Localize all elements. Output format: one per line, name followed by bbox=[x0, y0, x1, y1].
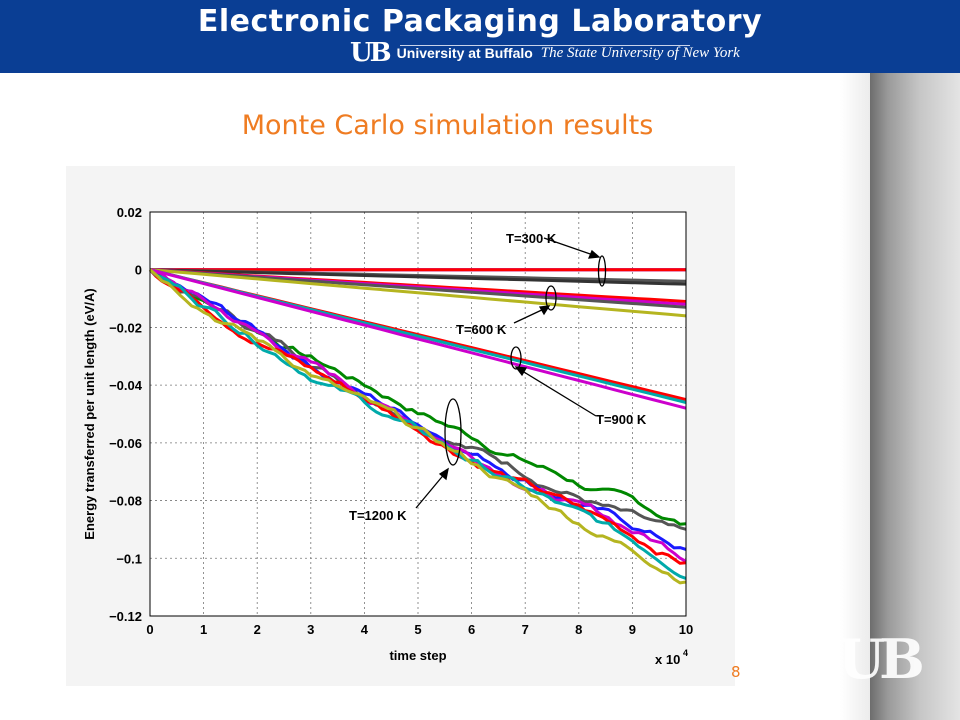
annotations bbox=[415, 237, 607, 509]
y-tick-label: −0.08 bbox=[109, 494, 142, 509]
arrow-600k bbox=[513, 307, 547, 324]
university-line: UB University at Buffalo The State Unive… bbox=[350, 40, 740, 66]
x-exponent-label: 4 bbox=[683, 648, 688, 658]
arrowhead-600k bbox=[538, 305, 551, 316]
header-rule bbox=[400, 45, 690, 46]
series-line bbox=[149, 268, 687, 286]
series-line bbox=[149, 268, 687, 585]
slide-title: Monte Carlo simulation results bbox=[241, 110, 654, 141]
right-decorative-band bbox=[870, 73, 960, 720]
ub-mark-logo: UB bbox=[350, 38, 392, 68]
series-line bbox=[148, 268, 687, 565]
arrow-900k bbox=[518, 368, 597, 417]
y-tick-label: −0.1 bbox=[116, 551, 142, 566]
x-tick-label: 5 bbox=[414, 622, 421, 637]
y-tick-label: 0 bbox=[135, 263, 142, 278]
x-tick-label: 10 bbox=[679, 622, 693, 637]
arrowhead-900k bbox=[514, 366, 528, 377]
x-tick-label: 2 bbox=[254, 622, 261, 637]
university-name: University at Buffalo bbox=[396, 45, 533, 61]
series-line bbox=[149, 268, 687, 410]
y-tick-label: −0.12 bbox=[109, 609, 142, 624]
x-tick-label: 4 bbox=[361, 622, 369, 637]
y-tick-label: −0.04 bbox=[109, 378, 143, 393]
x-multiplier-label: x 10 bbox=[655, 652, 680, 667]
annotation-600k: T=600 K bbox=[456, 322, 507, 337]
arrow-300k bbox=[543, 237, 597, 257]
x-tick-label: 3 bbox=[307, 622, 314, 637]
annotation-300k: T=300 K bbox=[506, 231, 557, 246]
ub-logo: UB bbox=[838, 627, 925, 691]
ellipse-300k bbox=[597, 255, 607, 287]
background-shading bbox=[840, 73, 870, 720]
energy-chart: 0 1 2 3 4 5 6 7 8 9 10 0.02 0 −0.02 −0.04 −0.06 −0.08 −0.… bbox=[82, 205, 693, 667]
series-line bbox=[149, 268, 687, 318]
arrow-1200k bbox=[415, 471, 447, 509]
ellipse-1200k bbox=[444, 398, 462, 466]
annotation-1200k: T=1200 K bbox=[349, 508, 407, 523]
annotation-900k: T=900 K bbox=[596, 412, 647, 427]
plot-frame bbox=[149, 211, 687, 617]
page-number: 8 bbox=[731, 663, 741, 681]
y-tick-label: 0.02 bbox=[117, 205, 142, 220]
series-group bbox=[148, 268, 687, 585]
arrowhead-300k bbox=[587, 249, 601, 259]
y-tick-label: −0.02 bbox=[109, 320, 142, 335]
x-tick-label: 0 bbox=[146, 622, 153, 637]
x-tick-label: 6 bbox=[468, 622, 475, 637]
x-tick-label: 8 bbox=[575, 622, 582, 637]
tick-labels: 0 1 2 3 4 5 6 7 8 9 10 0.02 0 −0.02 −0.04 −0.06 −0.08 −0.… bbox=[109, 205, 693, 637]
x-tick-label: 9 bbox=[629, 622, 636, 637]
y-axis-label: Energy transferred per unit length (eV/A… bbox=[82, 288, 97, 539]
lab-name: Electronic Packaging Laboratory bbox=[197, 4, 763, 39]
y-tick-label: −0.06 bbox=[109, 436, 142, 451]
x-axis-label: time step bbox=[389, 648, 446, 663]
ellipse-900k bbox=[510, 346, 522, 370]
chart-container: 0 1 2 3 4 5 6 7 8 9 10 0.02 0 −0.02 −0.04 −0.06 −0.08 −0.… bbox=[66, 166, 735, 686]
x-tick-label: 7 bbox=[522, 622, 529, 637]
ellipse-600k bbox=[545, 285, 557, 311]
lab-header: Electronic Packaging Laboratory UB Unive… bbox=[0, 0, 960, 73]
arrowhead-1200k bbox=[438, 467, 449, 481]
x-tick-label: 1 bbox=[200, 622, 207, 637]
state-university-name: The State University of New York bbox=[540, 44, 740, 61]
